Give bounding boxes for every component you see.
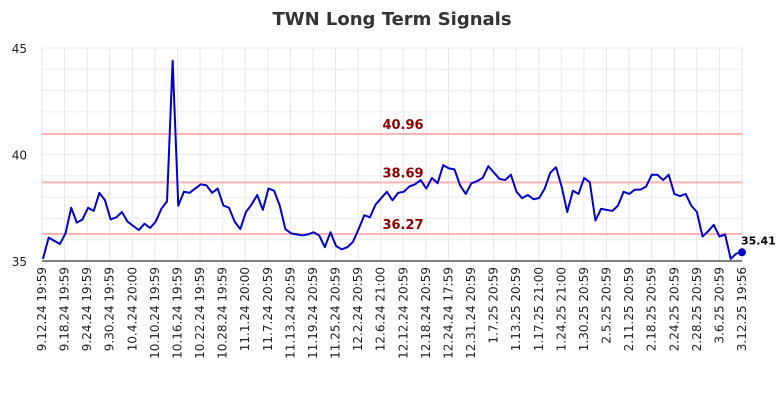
y-tick-label: 40 [12, 149, 27, 163]
x-tick-label: 12.12.24 20:59 [396, 267, 410, 359]
x-tick-label: 1.13.25 20:59 [509, 267, 523, 351]
x-tick-label: 12.18.24 20:59 [419, 267, 433, 359]
x-tick-label: 11.7.24 20:59 [261, 267, 275, 351]
x-tick-label: 12.31.24 20:59 [464, 267, 478, 359]
x-tick-label: 2.24.25 20:59 [667, 267, 681, 351]
y-tick-label: 35 [12, 255, 27, 269]
x-tick-label: 11.25.24 20:59 [329, 267, 343, 359]
last-point-group: 35.41 [738, 234, 776, 257]
x-tick-label: 9.24.24 19:59 [80, 267, 94, 351]
x-tick-label: 9.12.24 19:59 [35, 267, 49, 351]
x-tick-label: 9.18.24 19:59 [58, 267, 72, 351]
x-tick-label: 1.17.25 21:00 [532, 267, 546, 351]
x-tick-label: 2.18.25 20:59 [645, 267, 659, 351]
x-tick-label: 3.6.25 20:59 [712, 267, 726, 344]
x-tick-label: 12.6.24 21:00 [374, 267, 388, 351]
last-point-marker [738, 248, 746, 257]
x-tick-label: 2.28.25 20:59 [690, 267, 704, 351]
series-line [42, 59, 743, 260]
x-axis-ticks: 9.12.24 19:59 9.18.24 19:59 9.24.24 19:59 9… [35, 267, 749, 359]
x-tick-label: 10.10.24 19:59 [148, 267, 162, 359]
horizontal-grid [42, 47, 742, 241]
y-axis-ticks: 35 40 45 [12, 42, 27, 269]
x-tick-label: 11.13.24 20:59 [283, 267, 297, 359]
x-tick-label: 1.30.25 20:59 [577, 267, 591, 351]
reference-line-label: 36.27 [382, 218, 423, 233]
x-tick-label: 1.7.25 20:59 [487, 267, 501, 344]
x-tick-label: 11.19.24 20:59 [306, 267, 320, 359]
x-tick-label: 10.16.24 19:59 [170, 267, 184, 359]
last-point-label: 35.41 [741, 234, 776, 247]
x-tick-label: 11.1.24 20:00 [238, 267, 252, 351]
x-tick-label: 2.11.25 20:59 [622, 267, 636, 351]
x-tick-label: 10.4.24 20:00 [125, 267, 139, 351]
x-tick-label: 12.24.24 17:59 [441, 267, 455, 359]
chart-title: TWN Long Term Signals [272, 9, 511, 30]
x-tick-label: 3.12.25 19:56 [735, 267, 749, 351]
x-tick-label: 12.2.24 20:59 [351, 267, 365, 351]
x-tick-label: 10.28.24 19:59 [216, 267, 230, 359]
reference-line-label: 40.96 [382, 118, 423, 133]
series-group [42, 59, 743, 260]
y-tick-label: 45 [12, 42, 27, 56]
reference-lines: 40.96 38.69 36.27 [42, 118, 742, 235]
x-tick-label: 2.5.25 20:59 [600, 267, 614, 344]
x-tick-label: 9.30.24 19:59 [103, 267, 117, 351]
x-tick-label: 1.24.25 21:00 [554, 267, 568, 351]
x-tick-label: 10.22.24 19:59 [193, 267, 207, 359]
reference-line-label: 38.69 [382, 166, 423, 181]
